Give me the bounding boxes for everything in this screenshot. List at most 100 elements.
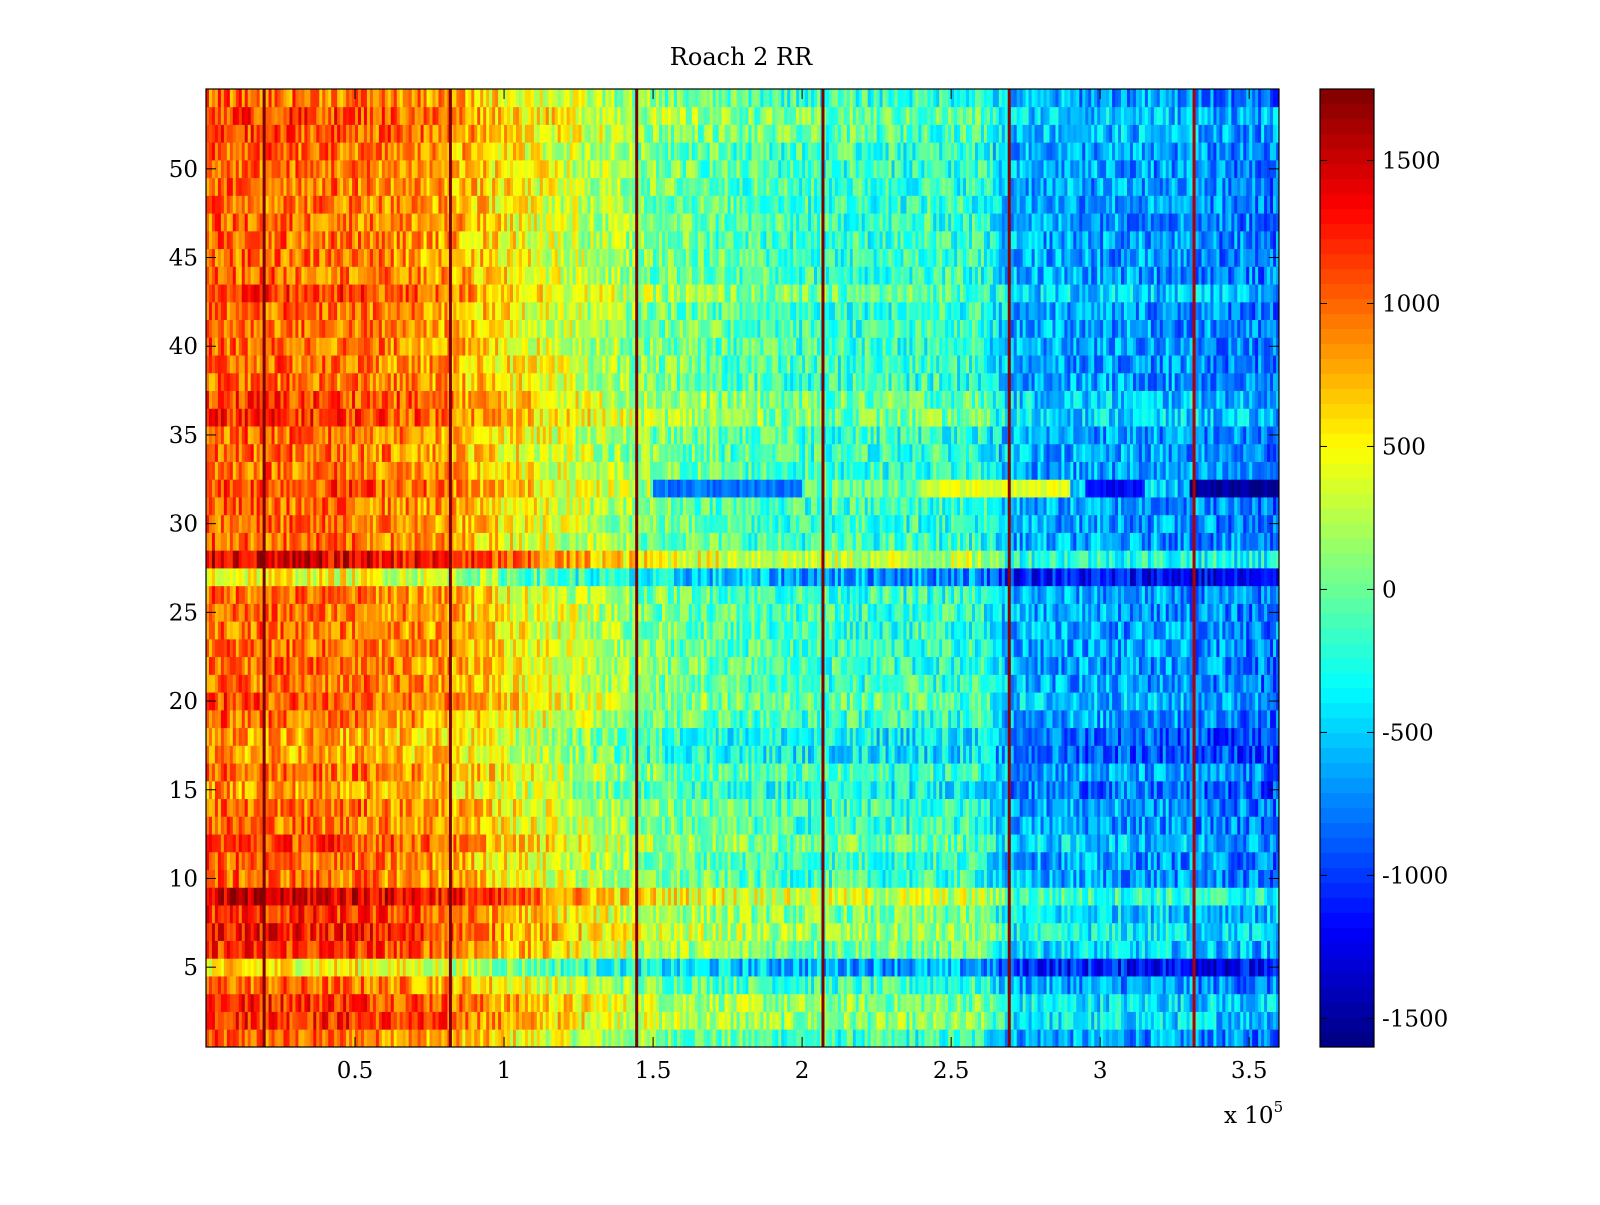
heatmap-cell [793, 922, 797, 941]
heatmap-cell [462, 851, 466, 870]
heatmap-cell [781, 816, 785, 835]
heatmap-cell [1097, 940, 1101, 959]
heatmap-cell [1198, 940, 1202, 959]
heatmap-cell [784, 798, 788, 817]
heatmap-cell [945, 869, 949, 888]
heatmap-cell [444, 851, 448, 870]
heatmap-cell [840, 905, 845, 924]
heatmap-cell [423, 851, 427, 870]
heatmap-cell [1118, 851, 1122, 870]
heatmap-cell [471, 834, 475, 853]
heatmap-cell [828, 851, 833, 870]
heatmap-cell [1159, 851, 1164, 870]
heatmap-cell [414, 1011, 419, 1030]
heatmap-cell [1046, 816, 1050, 835]
heatmap-cell [214, 940, 219, 959]
heatmap-cell [1076, 798, 1080, 817]
heatmap-cell [697, 922, 702, 941]
heatmap-cell [366, 816, 371, 835]
heatmap-cell [352, 851, 356, 870]
heatmap-cell [510, 816, 514, 835]
heatmap-cell [1129, 798, 1134, 817]
heatmap-cell [557, 869, 562, 888]
heatmap-cell [593, 834, 597, 853]
heatmap-cell [721, 976, 726, 995]
heatmap-cell [1207, 1029, 1211, 1048]
heatmap-cell [977, 1029, 982, 1048]
heatmap-cell [802, 976, 806, 995]
heatmap-cell [754, 922, 758, 941]
heatmap-cell [1097, 993, 1101, 1012]
heatmap-cell [1195, 940, 1199, 959]
heatmap-cell [951, 993, 955, 1012]
heatmap-cell [822, 1011, 827, 1030]
heatmap-cell [685, 905, 690, 924]
heatmap-cell [882, 993, 886, 1012]
heatmap-cell [501, 1029, 505, 1048]
heatmap-cell [739, 798, 743, 817]
heatmap-cell [1106, 1029, 1110, 1048]
heatmap-cell [1270, 816, 1274, 835]
heatmap-cell [432, 922, 436, 941]
heatmap-cell [250, 798, 255, 817]
heatmap-cell [983, 816, 988, 835]
heatmap-cell [599, 798, 603, 817]
heatmap-cell [1138, 851, 1143, 870]
heatmap-cell [316, 834, 320, 853]
heatmap-cell [1180, 922, 1185, 941]
heatmap-cell [468, 816, 472, 835]
heatmap-cell [1124, 993, 1128, 1012]
heatmap-cell [1231, 922, 1235, 941]
heatmap-cell [1073, 958, 1077, 977]
heatmap-cell [1171, 958, 1176, 977]
heatmap-cell [1064, 958, 1068, 977]
heatmap-cell [879, 993, 883, 1012]
heatmap-cell [930, 922, 934, 941]
heatmap-cell [1001, 816, 1006, 835]
heatmap-cell [274, 905, 278, 924]
heatmap-cell [507, 798, 511, 817]
heatmap-cell [548, 887, 553, 906]
heatmap-cell [1064, 922, 1068, 941]
heatmap-cell [1150, 905, 1155, 924]
heatmap-cell [1001, 1011, 1006, 1030]
heatmap-cell [575, 940, 579, 959]
heatmap-cell [1112, 851, 1116, 870]
heatmap-cell [566, 958, 571, 977]
heatmap-cell [292, 1011, 296, 1030]
heatmap-cell [510, 887, 514, 906]
heatmap-cell [936, 869, 940, 888]
heatmap-cell [1273, 1029, 1277, 1048]
heatmap-cell [486, 851, 490, 870]
heatmap-cell [292, 834, 296, 853]
heatmap-cell [778, 922, 782, 941]
heatmap-cell [426, 922, 430, 941]
heatmap-cell [468, 922, 472, 941]
heatmap-cell [226, 887, 231, 906]
heatmap-cell [1132, 851, 1137, 870]
heatmap-cell [1040, 905, 1044, 924]
heatmap-cell [727, 798, 731, 817]
heatmap-cell [366, 940, 371, 959]
heatmap-cell [739, 993, 743, 1012]
heatmap-cell [906, 887, 910, 906]
heatmap-cell [1025, 851, 1030, 870]
heatmap-cell [378, 834, 383, 853]
heatmap-cell [685, 1011, 690, 1030]
heatmap-cell [873, 834, 878, 853]
heatmap-cell [724, 834, 728, 853]
heatmap-cell [256, 976, 261, 995]
heatmap-cell [808, 976, 812, 995]
heatmap-cell [220, 976, 225, 995]
heatmap-cell [1013, 940, 1018, 959]
heatmap-cell [420, 851, 424, 870]
heatmap-cell [903, 993, 907, 1012]
heatmap-cell [1076, 905, 1080, 924]
heatmap-cell [1126, 816, 1131, 835]
heatmap-cell [650, 976, 654, 995]
heatmap-cell [319, 869, 323, 888]
heatmap-cell [277, 922, 281, 941]
heatmap-cell [462, 816, 466, 835]
heatmap-cell [846, 816, 851, 835]
heatmap-cell [662, 940, 666, 959]
